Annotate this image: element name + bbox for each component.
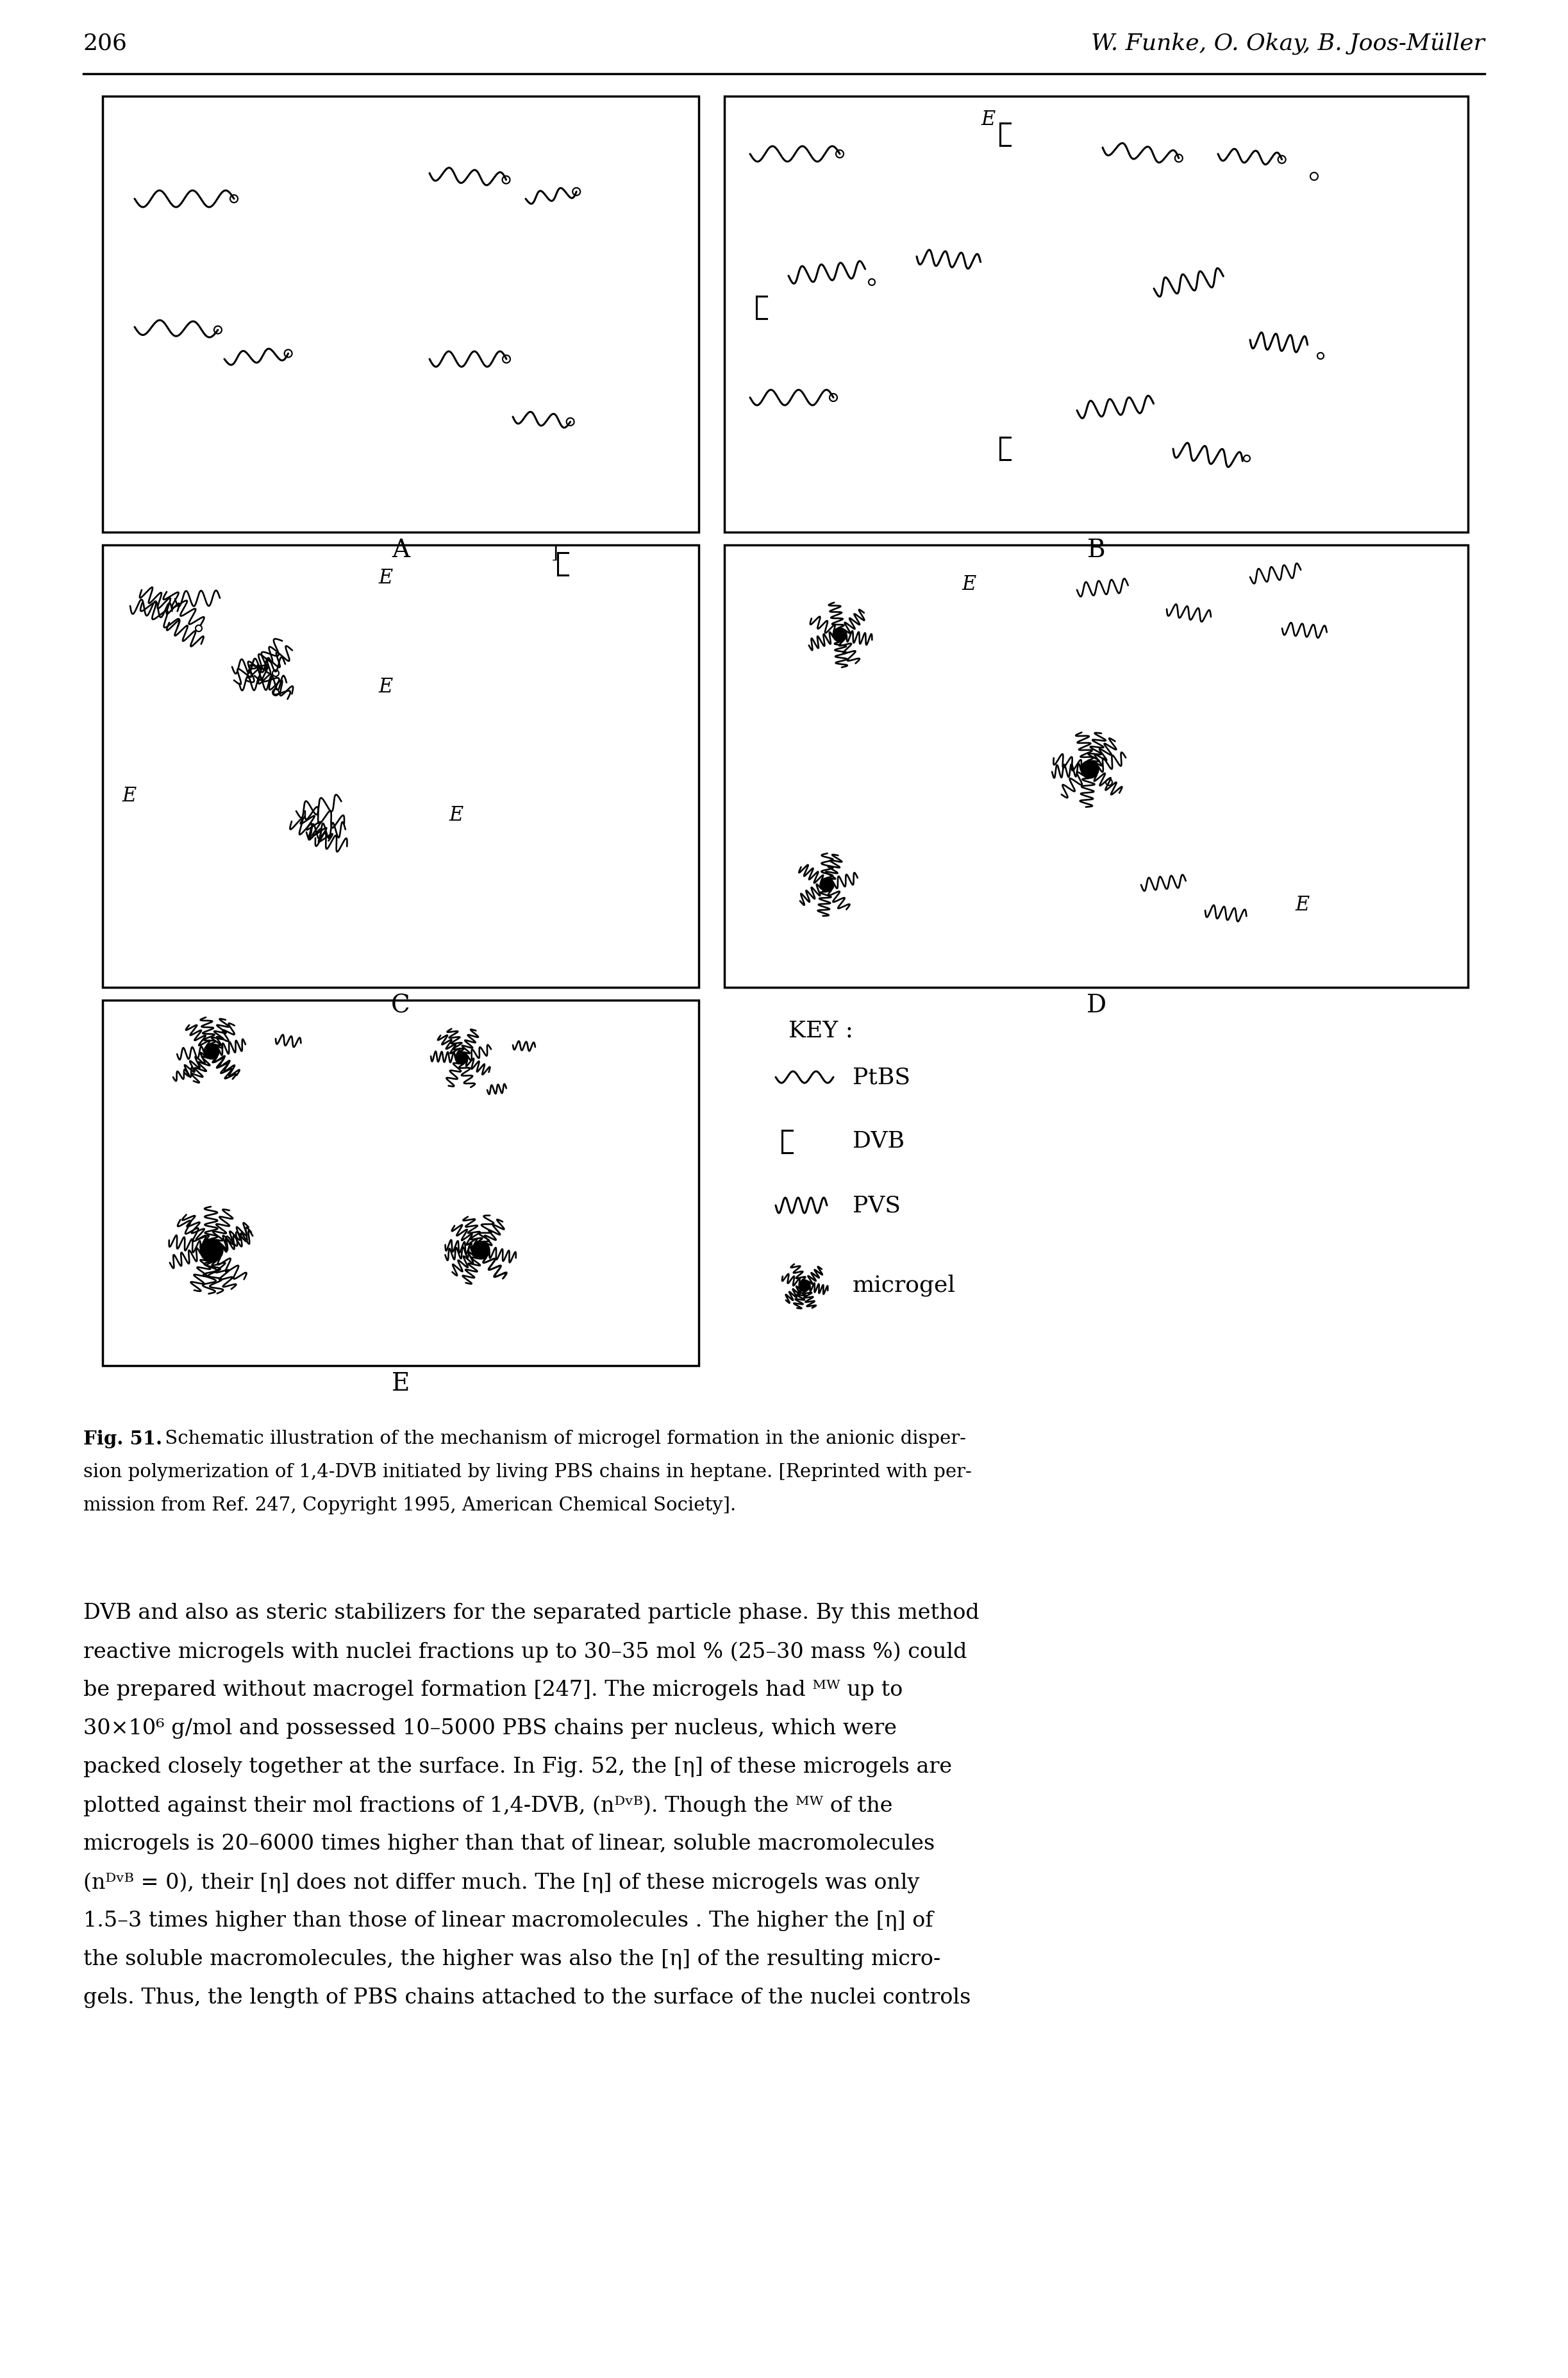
Circle shape [204,1044,220,1058]
Bar [102,95,699,533]
Text: DVB: DVB [853,1130,905,1151]
Text: 30×10⁶ g/mol and possessed 10–5000 PBS chains per nucleus, which were: 30×10⁶ g/mol and possessed 10–5000 PBS c… [83,1719,897,1738]
Text: be prepared without macrogel formation [247]. The microgels had ᴹᵂ up to: be prepared without macrogel formation [… [83,1679,903,1700]
Text: W. Funke, O. Okay, B. Joos-Müller: W. Funke, O. Okay, B. Joos-Müller [1091,33,1485,55]
Text: E: E [448,806,463,825]
Circle shape [472,1241,489,1260]
Text: packed closely together at the surface. In Fig. 52, the [η] of these microgels a: packed closely together at the surface. … [83,1757,952,1776]
Text: E: E [982,109,996,128]
Bar [102,1001,699,1365]
Text: B: B [1087,537,1105,561]
Text: 1.5–3 times higher than those of linear macromolecules . The higher the [η] of: 1.5–3 times higher than those of linear … [83,1910,933,1931]
Text: 206: 206 [83,33,127,55]
Text: reactive microgels with nuclei fractions up to 30–35 mol % (25–30 mass %) could: reactive microgels with nuclei fractions… [83,1641,967,1662]
Text: the soluble macromolecules, the higher was also the [η] of the resulting micro-: the soluble macromolecules, the higher w… [83,1950,941,1969]
Bar [724,95,1468,533]
Text: DVB and also as steric stabilizers for the separated particle phase. By this met: DVB and also as steric stabilizers for t… [83,1603,980,1624]
Text: gels. Thus, the length of PBS chains attached to the surface of the nuclei contr: gels. Thus, the length of PBS chains att… [83,1988,971,2007]
Circle shape [798,1279,811,1291]
Bar [102,545,699,987]
Text: C: C [390,994,411,1018]
Text: D: D [1087,994,1105,1018]
Text: KEY :: KEY : [789,1020,853,1042]
Text: E: E [1295,894,1309,916]
Circle shape [820,877,834,892]
Circle shape [201,1239,223,1263]
Text: microgel: microgel [853,1275,956,1296]
Text: PVS: PVS [853,1194,900,1215]
Text: (nᴰᵛᴮ = 0), their [η] does not differ much. The [η] of these microgels was only: (nᴰᵛᴮ = 0), their [η] does not differ mu… [83,1871,919,1893]
Text: sion polymerization of 1,4-DVB initiated by living PBS chains in heptane. [Repri: sion polymerization of 1,4-DVB initiated… [83,1462,972,1481]
Text: ]: ] [552,545,558,561]
Text: E: E [961,575,975,594]
Text: Schematic illustration of the mechanism of microgel formation in the anionic dis: Schematic illustration of the mechanism … [158,1429,966,1448]
Text: PtBS: PtBS [853,1065,911,1089]
Circle shape [455,1051,467,1065]
Text: E: E [392,1372,409,1396]
Text: Fig. 51.: Fig. 51. [83,1429,162,1448]
Text: A: A [392,537,409,561]
Text: E: E [378,568,392,587]
Text: plotted against their mol fractions of 1,4-DVB, (nᴰᵛᴮ). Though the ᴹᵂ of the: plotted against their mol fractions of 1… [83,1795,892,1817]
Text: mission from Ref. 247, Copyright 1995, American Chemical Society].: mission from Ref. 247, Copyright 1995, A… [83,1496,735,1515]
Text: microgels is 20–6000 times higher than that of linear, soluble macromolecules: microgels is 20–6000 times higher than t… [83,1833,935,1855]
Bar [724,545,1468,987]
Text: E: E [378,678,392,697]
Circle shape [1080,761,1099,778]
Text: E: E [122,787,136,806]
Circle shape [833,628,847,642]
